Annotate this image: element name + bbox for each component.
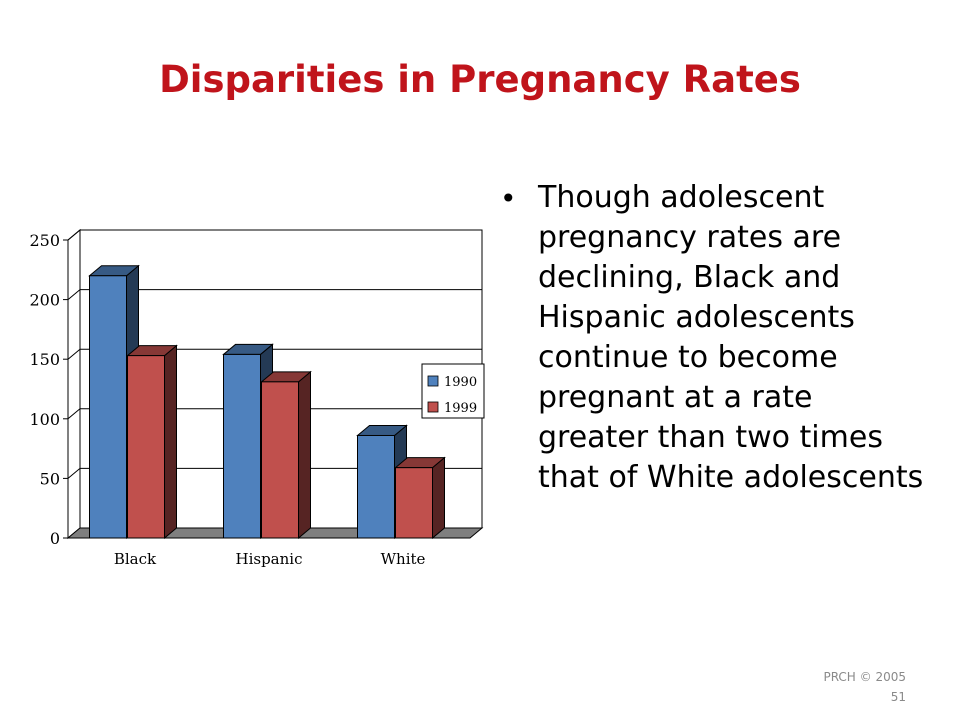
gridline-side — [67, 289, 81, 300]
bullet-list: • Though adolescent pregnancy rates are … — [498, 178, 928, 498]
bar-white-1999 — [395, 467, 433, 539]
bullet-dot-icon: • — [500, 182, 517, 215]
bar-side-white-1999 — [432, 456, 445, 540]
gridline-side — [67, 408, 81, 420]
footer-copyright: PRCH © 2005 — [823, 670, 906, 684]
bar-side-black-1999 — [164, 344, 177, 540]
bar-hispanic-1999 — [261, 381, 299, 539]
bar-black-1990 — [89, 275, 127, 539]
gridline-side — [67, 468, 81, 479]
bullet-item: • Though adolescent pregnancy rates are … — [498, 178, 928, 498]
y-tick-label: 100 — [30, 410, 60, 429]
x-tick-label: Black — [114, 550, 157, 568]
y-tick-label: 150 — [30, 350, 60, 369]
legend-swatch — [427, 401, 439, 413]
gridline-side — [67, 229, 81, 241]
legend-label: 1990 — [444, 375, 477, 390]
x-tick-label: Hispanic — [236, 550, 303, 568]
bar-side-hispanic-1999 — [298, 370, 311, 540]
legend-swatch — [427, 375, 439, 387]
bar-white-1990 — [357, 434, 395, 539]
y-tick-label: 50 — [40, 469, 60, 488]
bullet-text: Though adolescent pregnancy rates are de… — [538, 180, 924, 495]
footer-page-number: 51 — [890, 690, 906, 704]
bar-chart: 0 50 100 150 200 250 Black Hispanic White 1990 199… — [30, 228, 485, 568]
legend-label: 1999 — [444, 401, 477, 416]
slide-title: Disparities in Pregnancy Rates — [159, 58, 801, 101]
y-tick-label: 200 — [30, 291, 60, 310]
y-tick-label: 250 — [30, 231, 60, 250]
bar-hispanic-1990 — [223, 353, 261, 539]
x-tick-label: White — [381, 550, 426, 568]
footer: PRCH © 2005 51 — [786, 667, 906, 707]
bar-black-1999 — [127, 355, 165, 539]
gridline-side — [67, 348, 81, 360]
y-tick-label: 0 — [50, 529, 60, 548]
chart-side-wall — [67, 228, 81, 540]
